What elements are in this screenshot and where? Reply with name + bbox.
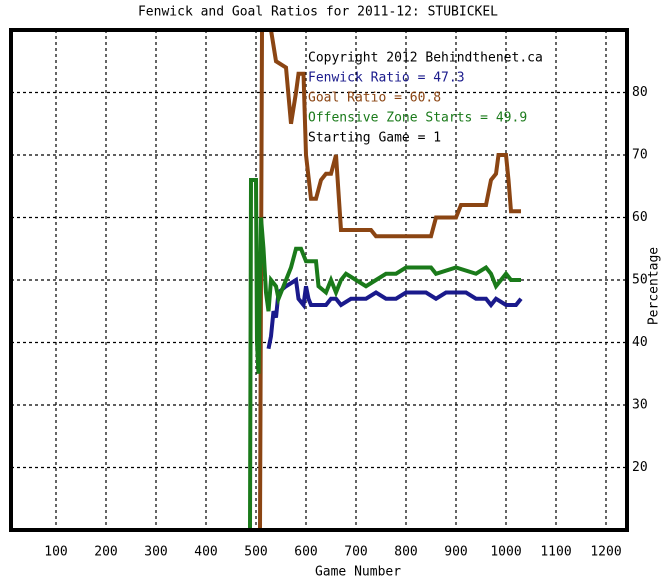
plot-lines	[248, 32, 523, 528]
plot-border	[9, 28, 629, 532]
annotation: Copyright 2012 Behindthenet.ca	[308, 51, 543, 66]
y-tick-label: 30	[632, 398, 648, 413]
legend-label: Goal Ratio = 60.8	[308, 91, 441, 106]
x-axis-label: Game Number	[315, 565, 401, 580]
series-line	[266, 276, 523, 350]
x-tick-label: 200	[94, 545, 117, 560]
x-tick-label: 1100	[540, 545, 571, 560]
y-tick-label: 80	[632, 85, 648, 100]
y-axis-label: Percentage	[647, 247, 662, 325]
y-tick-label: 20	[632, 460, 648, 475]
x-tick-label: 300	[144, 545, 167, 560]
annotation: Starting Game = 1	[308, 131, 441, 146]
x-tick-label: 100	[44, 545, 67, 560]
legend: Copyright 2012 Behindthenet.ca Fenwick Ra…	[308, 51, 543, 146]
legend-label: Offensive Zone Starts = 49.9	[308, 111, 527, 126]
series-line	[248, 178, 521, 528]
y-tick-label: 40	[632, 335, 648, 350]
x-tick-label: 700	[344, 545, 367, 560]
series-line	[258, 32, 521, 528]
x-tick-label: 500	[244, 545, 267, 560]
x-tick-label: 600	[294, 545, 317, 560]
x-tick-label: 800	[394, 545, 417, 560]
y-tick-label: 70	[632, 148, 648, 163]
y-tick-label: 60	[632, 210, 648, 225]
y-tick-label: 50	[632, 273, 648, 288]
legend-label: Fenwick Ratio = 47.3	[308, 71, 465, 86]
grid	[11, 30, 626, 530]
x-tick-label: 900	[444, 545, 467, 560]
chart-title: Fenwick and Goal Ratios for 2011-12: STU…	[138, 5, 498, 20]
x-tick-label: 400	[194, 545, 217, 560]
x-tick-label: 1200	[590, 545, 621, 560]
x-tick-label: 1000	[490, 545, 521, 560]
